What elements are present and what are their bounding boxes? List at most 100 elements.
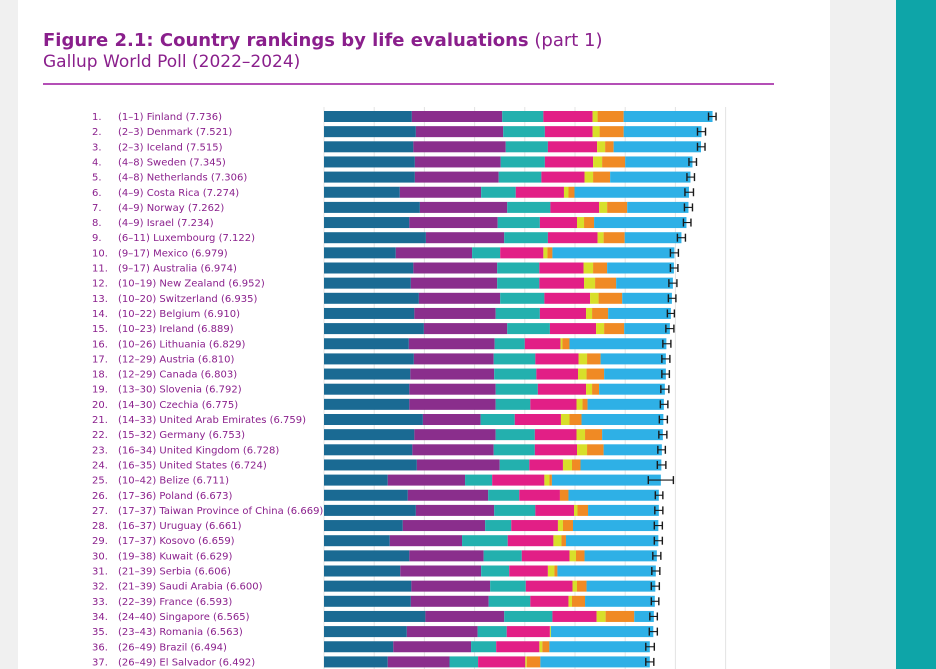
bar-segment-4	[519, 489, 560, 501]
bar-segment-1	[324, 323, 424, 335]
bar-segment-1	[324, 398, 410, 410]
bar-segment-7	[599, 383, 665, 395]
row-rank: 2.	[92, 127, 102, 138]
bar-segment-4	[506, 626, 550, 638]
bar-segment-5	[560, 338, 563, 350]
bar-segment-5	[592, 126, 600, 138]
bar-segment-5	[586, 307, 593, 319]
bar-segment-7	[552, 247, 675, 259]
bar-segment-1	[324, 656, 388, 668]
bar-segment-2	[413, 262, 498, 274]
bar-segment-3	[488, 489, 520, 501]
bar-segment-6	[587, 353, 601, 365]
row-label: (26–49) El Salvador (6.492)	[118, 657, 255, 668]
row-rank: 28.	[92, 521, 108, 532]
row-rank: 12.	[92, 279, 108, 290]
bar-segment-4	[539, 307, 587, 319]
bar-segment-2	[415, 126, 504, 138]
bar-segment-2	[419, 201, 508, 213]
bar-segment-1	[324, 429, 415, 441]
bar-segment-6	[604, 323, 625, 335]
row-rank: 3.	[92, 142, 102, 153]
bar-segment-6	[598, 292, 623, 304]
bar-segment-6	[584, 217, 595, 229]
bar-segment-3	[500, 156, 545, 168]
bar-segment-6	[599, 126, 624, 138]
row-label: (24–40) Singapore (6.565)	[118, 612, 250, 623]
row-rank: 23.	[92, 445, 108, 456]
bar-segment-4	[511, 520, 558, 532]
bar-segment-3	[481, 186, 516, 198]
bar-segment-2	[425, 610, 505, 622]
bar-segment-7	[581, 414, 664, 425]
bar-segment-4	[552, 610, 597, 622]
bar-segment-3	[495, 383, 538, 395]
bar-segment-6	[595, 277, 617, 289]
bar-segment-6	[549, 474, 552, 486]
bar-segment-3	[502, 111, 544, 122]
bar-segment-2	[393, 641, 472, 653]
bar-segment-2	[409, 398, 496, 410]
bar-segment-2	[413, 353, 494, 365]
bar-segment-4	[547, 141, 598, 153]
bar-segment-1	[324, 520, 403, 532]
bar-segment-6	[576, 550, 585, 562]
accent-strip	[896, 0, 936, 669]
bar-segment-7	[549, 641, 650, 653]
bar-segment-5	[596, 323, 605, 335]
bar-segment-4	[534, 429, 577, 441]
bar-segment-3	[493, 444, 535, 456]
bar-segment-1	[324, 247, 396, 259]
row-label: (26–49) Brazil (6.494)	[118, 642, 227, 653]
row-label: (10–20) Switzerland (6.935)	[118, 294, 257, 305]
bar-segment-3	[462, 535, 508, 547]
bar-segment-6	[542, 641, 550, 653]
bar-segment-1	[324, 338, 409, 350]
row-label: (23–43) Romania (6.563)	[118, 627, 243, 638]
bar-segment-3	[485, 520, 512, 532]
bar-segment-4	[539, 217, 578, 229]
bar-segment-2	[412, 444, 494, 456]
bar-segment-6	[561, 535, 566, 547]
bar-segment-6	[592, 307, 609, 319]
bar-segment-7	[623, 111, 713, 122]
bar-segment-1	[324, 368, 411, 380]
bar-segment-7	[594, 217, 687, 229]
bar-segment-6	[569, 414, 582, 425]
row-label: (10–42) Belize (6.711)	[118, 476, 229, 487]
bar-segment-3	[472, 247, 501, 259]
bar-segment-1	[324, 353, 414, 365]
bar-segment-3	[465, 474, 493, 486]
bar-segment-2	[399, 186, 482, 198]
bar-segment-3	[494, 368, 537, 380]
bar-segment-1	[324, 610, 426, 622]
row-rank: 15.	[92, 324, 108, 335]
row-rank: 26.	[92, 491, 108, 502]
bar-segment-3	[471, 641, 497, 653]
bar-segment-6	[562, 520, 573, 532]
bar-segment-7	[616, 277, 673, 289]
bar-segment-4	[524, 338, 561, 350]
bar-segment-3	[477, 626, 507, 638]
bar-segment-7	[540, 656, 650, 668]
row-rank: 19.	[92, 385, 108, 396]
bar-segment-1	[324, 580, 412, 592]
bar-segment-2	[411, 111, 503, 122]
bar-segment-5	[586, 383, 593, 395]
bar-segment-3	[507, 323, 550, 335]
row-rank: 36.	[92, 642, 108, 653]
bar-segment-4	[529, 459, 563, 471]
bar-segment-2	[387, 474, 466, 486]
bar-segment-7	[572, 520, 659, 532]
row-rank: 24.	[92, 460, 108, 471]
figure-title-part: (part 1)	[534, 30, 603, 51]
row-label: (4–9) Costa Rica (7.274)	[118, 188, 239, 199]
bar-segment-5	[577, 444, 588, 456]
row-label: (12–29) Canada (6.803)	[118, 370, 237, 381]
bar-segment-4	[544, 292, 591, 304]
bar-segment-6	[602, 156, 626, 168]
bar-segment-4	[550, 201, 600, 213]
figure-title-bold: Figure 2.1: Country rankings by life eva…	[43, 30, 529, 51]
bar-segment-5	[547, 565, 555, 577]
bar-segment-6	[571, 595, 586, 607]
